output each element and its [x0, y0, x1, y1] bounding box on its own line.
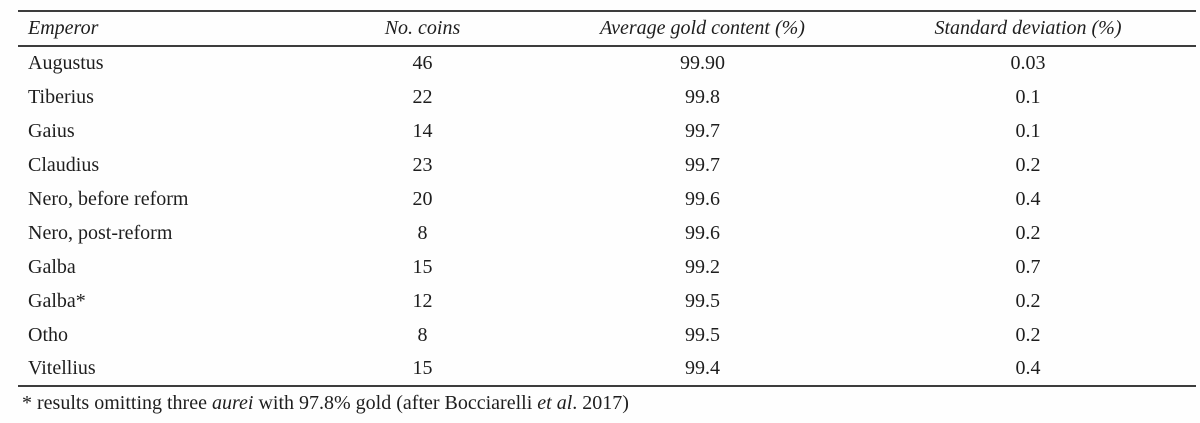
- cell-std-dev: 0.1: [1015, 119, 1041, 142]
- cell-no-coins: 8: [417, 221, 428, 244]
- cell-no-coins: 15: [412, 357, 433, 379]
- table-row: Galba* 12 99.5 0.2: [18, 284, 1196, 318]
- footnote-text: * results omitting three: [22, 392, 212, 414]
- table-row: Claudius 23 99.7 0.2: [18, 148, 1196, 182]
- cell-std-dev: 0.7: [1015, 255, 1041, 278]
- cell-emperor: Gaius: [28, 119, 75, 142]
- table-row: Tiberius 22 99.8 0.1: [18, 80, 1196, 114]
- cell-no-coins: 20: [412, 187, 433, 210]
- cell-no-coins: 15: [412, 255, 433, 278]
- cell-no-coins: 8: [417, 323, 428, 346]
- cell-emperor: Galba*: [28, 289, 86, 312]
- cell-emperor: Tiberius: [28, 85, 94, 108]
- cell-avg-gold: 99.6: [685, 221, 720, 244]
- cell-avg-gold: 99.90: [680, 52, 725, 74]
- cell-std-dev: 0.2: [1015, 221, 1041, 244]
- cell-std-dev: 0.2: [1015, 153, 1041, 176]
- cell-avg-gold: 99.7: [685, 153, 720, 176]
- cell-emperor: Galba: [28, 255, 76, 278]
- cell-std-dev: 0.2: [1015, 289, 1041, 312]
- cell-no-coins: 14: [412, 119, 433, 142]
- gold-content-table: Emperor No. coins Average gold content (…: [18, 10, 1196, 387]
- column-header-no-coins: No. coins: [384, 17, 461, 39]
- table-row: Vitellius 15 99.4 0.4: [18, 352, 1196, 386]
- cell-no-coins: 23: [412, 153, 433, 176]
- cell-emperor: Vitellius: [28, 357, 96, 379]
- table-row: Nero, post-reform 8 99.6 0.2: [18, 216, 1196, 250]
- table-row: Galba 15 99.2 0.7: [18, 250, 1196, 284]
- cell-emperor: Claudius: [28, 153, 100, 176]
- cell-avg-gold: 99.5: [685, 289, 720, 312]
- column-header-std-dev: Standard deviation (%): [934, 17, 1122, 39]
- footnote-text: with 97.8% gold (after Bocciarelli: [253, 392, 538, 414]
- cell-no-coins: 12: [412, 289, 433, 312]
- cell-no-coins: 22: [412, 85, 433, 108]
- cell-avg-gold: 99.2: [685, 255, 720, 278]
- table-row: Augustus 46 99.90 0.03: [18, 46, 1196, 80]
- cell-emperor: Augustus: [28, 52, 104, 74]
- table-footnote: * results omitting three aurei with 97.8…: [22, 392, 629, 415]
- column-header-avg-gold: Average gold content (%): [600, 17, 805, 39]
- cell-std-dev: 0.03: [1010, 52, 1046, 74]
- footnote-text: . 2017): [572, 392, 629, 414]
- footnote-italic-aurei: aurei: [211, 392, 254, 414]
- cell-emperor: Nero, post-reform: [28, 221, 173, 244]
- cell-std-dev: 0.4: [1015, 357, 1041, 379]
- cell-avg-gold: 99.4: [685, 357, 720, 379]
- cell-avg-gold: 99.7: [685, 119, 720, 142]
- cell-emperor: Nero, before reform: [28, 187, 189, 210]
- table-header-row: Emperor No. coins Average gold content (…: [18, 11, 1196, 46]
- cell-avg-gold: 99.8: [685, 85, 720, 108]
- cell-avg-gold: 99.5: [685, 323, 720, 346]
- cell-std-dev: 0.2: [1015, 323, 1041, 346]
- cell-avg-gold: 99.6: [685, 187, 720, 210]
- table-row: Nero, before reform 20 99.6 0.4: [18, 182, 1196, 216]
- cell-no-coins: 46: [412, 52, 433, 74]
- footnote-italic-et-al: et al: [537, 392, 573, 414]
- column-header-emperor: Emperor: [28, 17, 99, 39]
- table-row: Gaius 14 99.7 0.1: [18, 114, 1196, 148]
- cell-emperor: Otho: [28, 323, 68, 346]
- cell-std-dev: 0.4: [1015, 187, 1041, 210]
- table-row: Otho 8 99.5 0.2: [18, 318, 1196, 352]
- cell-std-dev: 0.1: [1015, 85, 1041, 108]
